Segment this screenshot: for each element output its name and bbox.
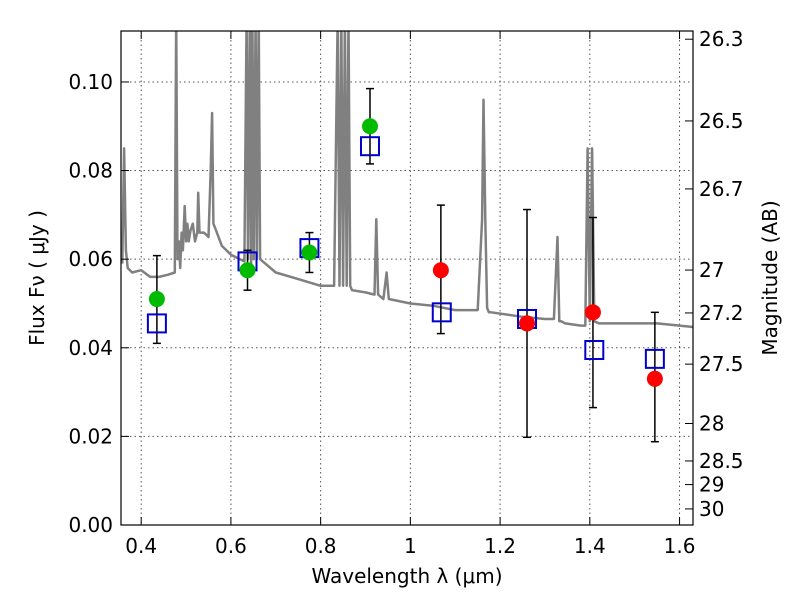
x-tick-label: 1.6	[664, 534, 696, 558]
detection-point	[148, 291, 165, 308]
model-photometry-square	[431, 302, 452, 323]
grid	[121, 31, 693, 526]
x-tick-label: 1.2	[484, 534, 516, 558]
y-tick-label: 0.06	[68, 247, 113, 271]
low-significance-point	[432, 262, 449, 279]
low-significance-point	[646, 370, 663, 387]
plot-area	[121, 31, 693, 443]
right-tick-label: 27.5	[699, 352, 744, 376]
x-tick-label: 1.4	[574, 534, 606, 558]
right-tick-label: 29	[699, 473, 724, 497]
low-significance-point	[584, 304, 601, 321]
x-tick-label: 0.8	[305, 534, 337, 558]
y-tick-label: 0.10	[68, 70, 113, 94]
detection-point	[361, 118, 378, 135]
y-axis-label: Flux Fν ( μJy )	[25, 210, 49, 346]
x-tick-label: 0.4	[125, 534, 157, 558]
right-tick-label: 27	[699, 258, 724, 282]
detection-point	[239, 262, 256, 279]
model-spectrum-line	[121, 31, 693, 329]
model-photometry-square	[146, 313, 167, 334]
x-tick-label: 1	[404, 534, 417, 558]
right-tick-label: 26.5	[699, 109, 744, 133]
axes-ticks: 0.4 0.6 0.8 1 1.2 1.4 1.6 0.00 0.02 0.04 0.06 0.08 0…	[68, 27, 743, 558]
plot-frame	[120, 30, 694, 526]
y-tick-label: 0.04	[68, 336, 113, 360]
model-photometry-square	[644, 348, 665, 369]
y-tick-label: 0.00	[68, 513, 113, 537]
model-photometry-square	[359, 136, 380, 157]
x-tick-label: 0.6	[215, 534, 247, 558]
x-axis-label: Wavelength λ (μm)	[311, 564, 502, 588]
right-tick-label: 26.3	[699, 27, 744, 51]
right-tick-label: 28	[699, 412, 724, 436]
right-tick-label: 26.7	[699, 177, 744, 201]
y-tick-label: 0.08	[68, 159, 113, 183]
right-tick-label: 28.5	[699, 449, 744, 473]
y-tick-label: 0.02	[68, 424, 113, 448]
model-photometry-square	[584, 339, 605, 360]
right-tick-label: 30	[699, 497, 724, 521]
right-tick-label: 27.2	[699, 301, 744, 325]
right-axis-label: Magnitude (AB)	[758, 200, 782, 355]
detection-point	[301, 244, 318, 261]
low-significance-point	[519, 315, 536, 332]
